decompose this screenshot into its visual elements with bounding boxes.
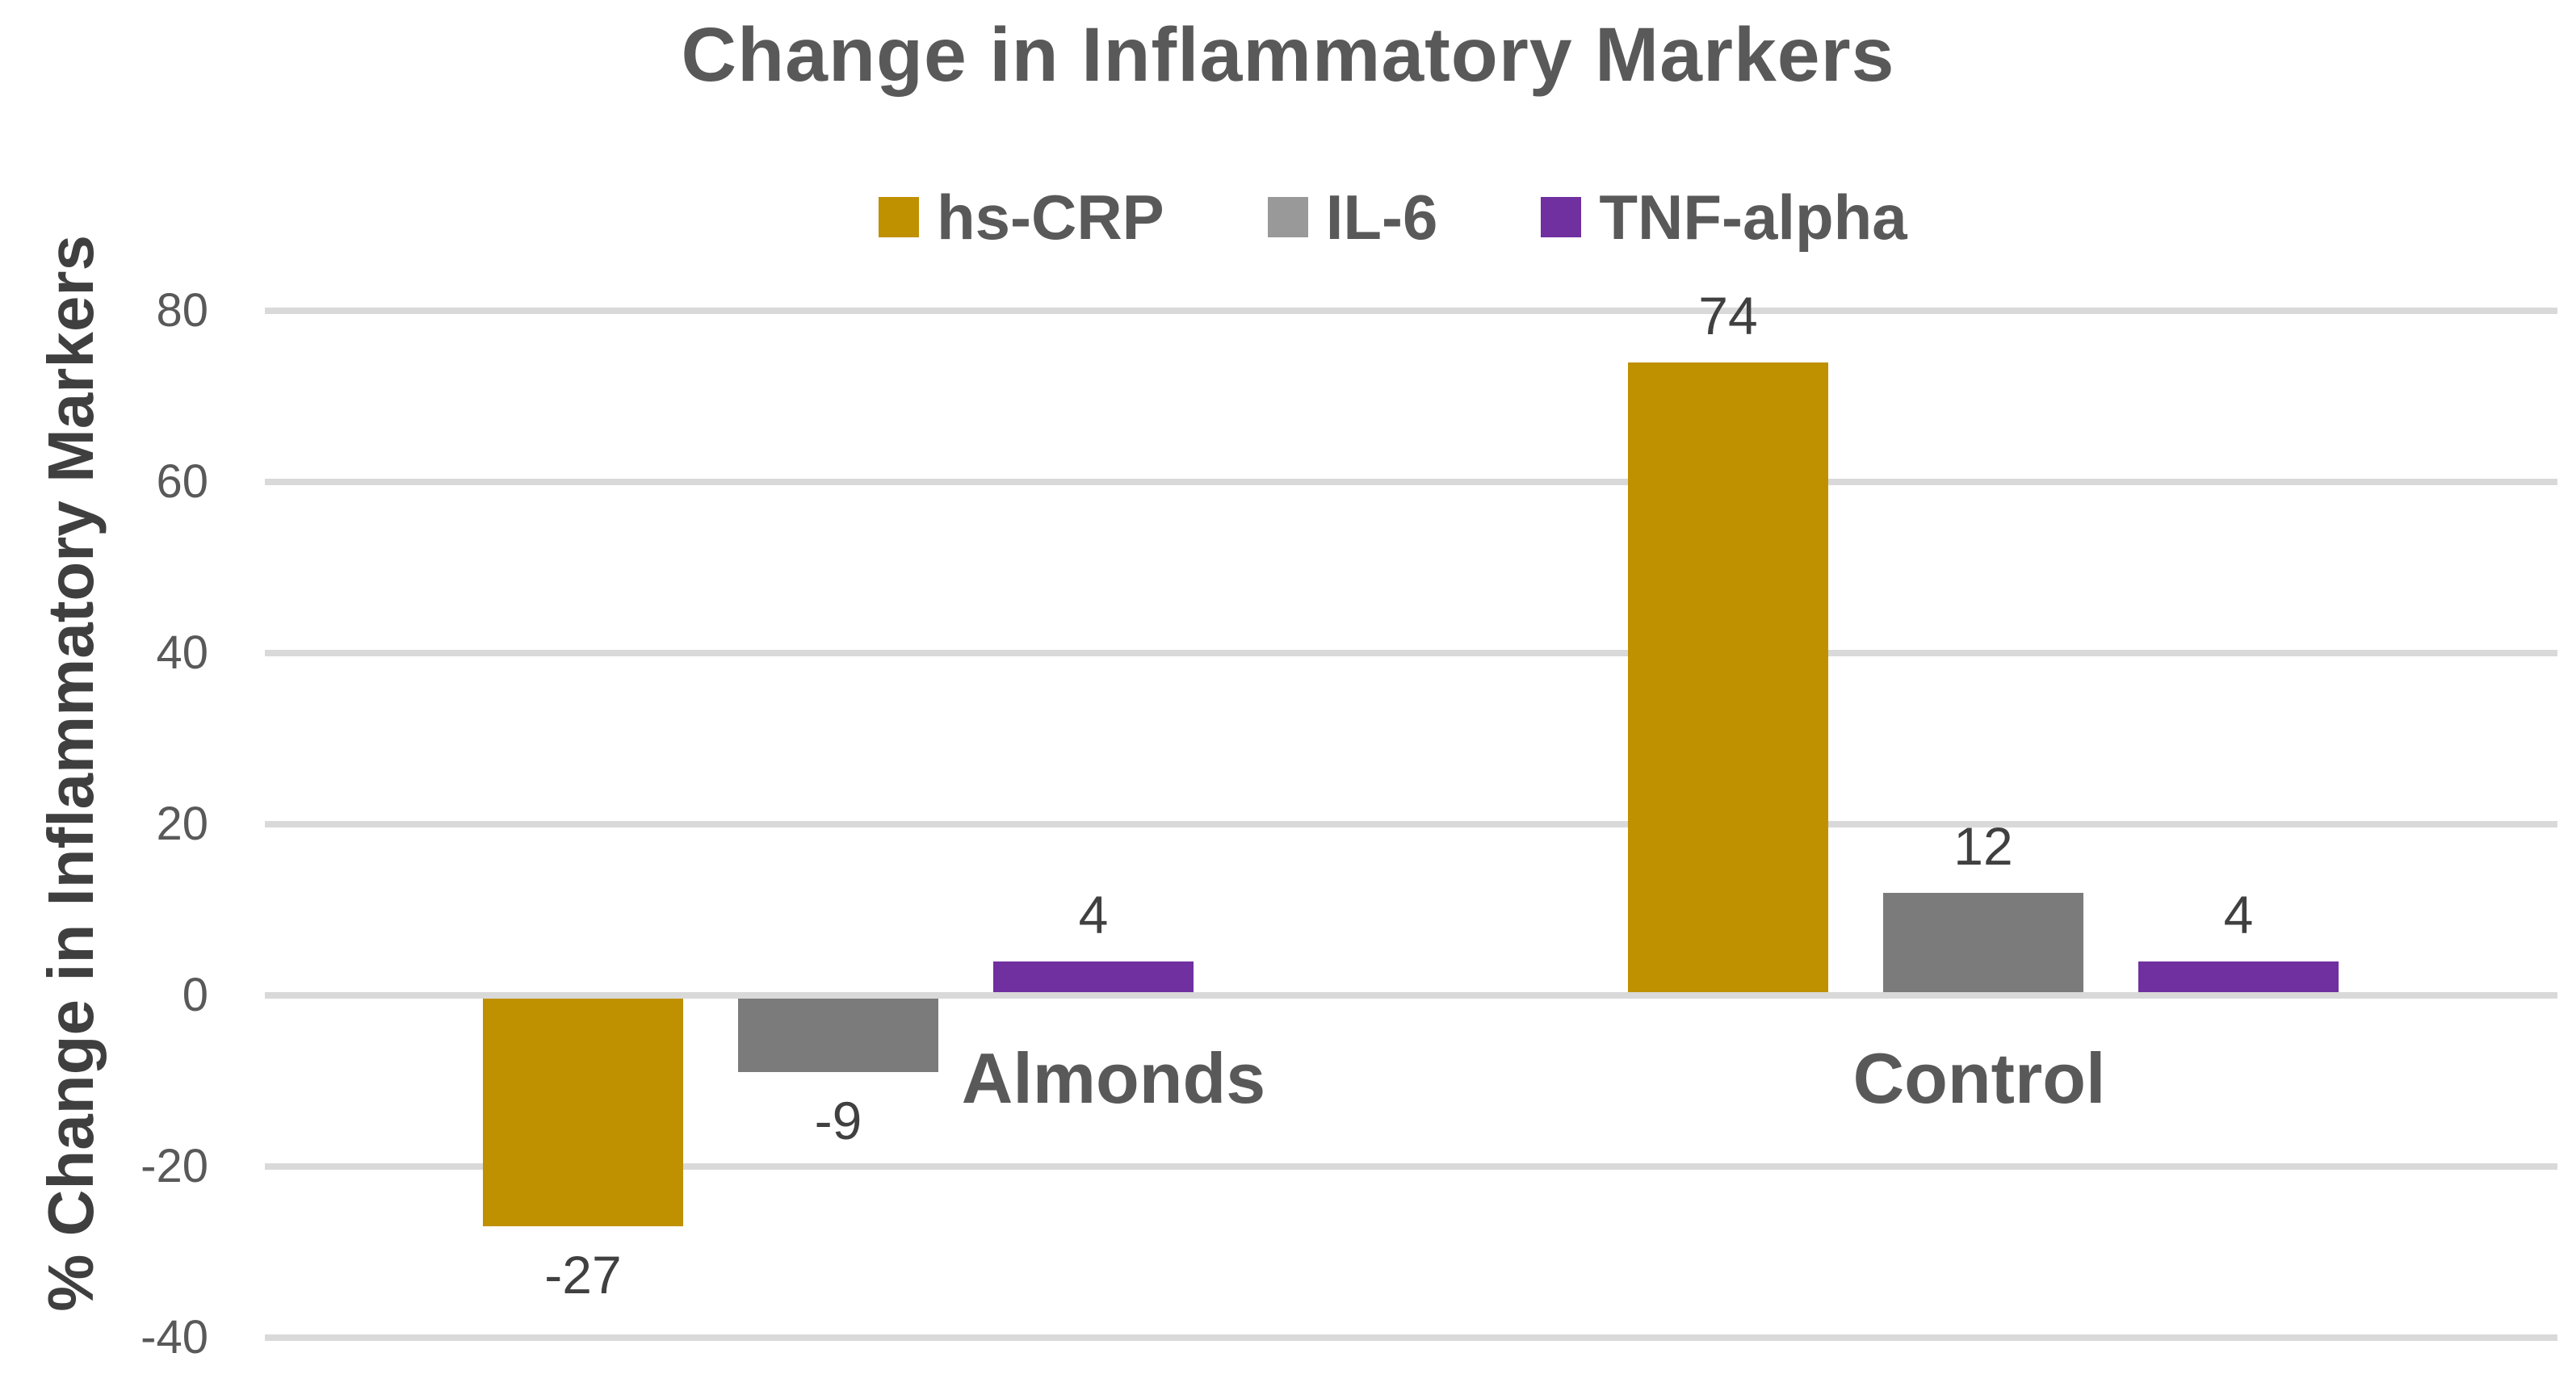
chart-legend: hs-CRP IL-6 TNF-alpha — [879, 186, 1907, 249]
y-tick-label--40: -40 — [141, 1311, 208, 1364]
legend-swatch-il-6 — [1267, 197, 1308, 237]
bar-hs-crp-almonds — [483, 999, 683, 1227]
legend-swatch-tnf-alpha — [1541, 197, 1582, 237]
data-label-hs-crp-almonds: -27 — [544, 1245, 622, 1305]
y-axis-title: % Change in Inflammatory Markers — [24, 235, 118, 1312]
category-label-control: Control — [1852, 1038, 2106, 1118]
gridline-60 — [265, 479, 2557, 485]
bar-il-6-almonds — [738, 999, 938, 1073]
y-tick-label-20: 20 — [156, 798, 208, 850]
legend-label-tnf-alpha: TNF-alpha — [1599, 182, 1907, 253]
gridline--40 — [265, 1334, 2557, 1341]
chart-title: Change in Inflammatory Markers — [681, 12, 1895, 98]
y-tick-label-40: 40 — [156, 626, 208, 679]
bar-tnf-alpha-almonds — [993, 961, 1194, 992]
gridline-0 — [265, 992, 2557, 999]
y-tick-label-60: 60 — [156, 455, 208, 508]
gridline--20 — [265, 1163, 2557, 1170]
data-label-hs-crp-control: 74 — [1698, 285, 1758, 346]
legend-item-il-6: IL-6 — [1267, 182, 1438, 253]
legend-label-hs-crp: hs-CRP — [937, 182, 1164, 253]
legend-swatch-hs-crp — [879, 197, 919, 237]
legend-item-tnf-alpha: TNF-alpha — [1541, 186, 1907, 249]
legend-label-il-6: IL-6 — [1325, 182, 1438, 253]
y-tick-label-0: 0 — [182, 969, 208, 1021]
bar-hs-crp-control — [1628, 362, 1828, 992]
data-label-il-6-almonds: -9 — [814, 1091, 862, 1151]
category-label-almonds: Almonds — [961, 1038, 1266, 1118]
data-label-tnf-alpha-almonds: 4 — [1078, 884, 1109, 945]
y-tick-label-80: 80 — [156, 284, 208, 337]
data-label-tnf-alpha-control: 4 — [2223, 884, 2254, 945]
gridline-40 — [265, 650, 2557, 656]
bar-tnf-alpha-control — [2138, 961, 2339, 992]
y-tick-label--20: -20 — [141, 1140, 208, 1192]
gridline-80 — [265, 308, 2557, 314]
bar-il-6-control — [1883, 892, 2083, 992]
data-label-il-6-control: 12 — [1953, 815, 2013, 876]
legend-item-hs-crp: hs-CRP — [879, 186, 1164, 249]
gridline-20 — [265, 821, 2557, 827]
